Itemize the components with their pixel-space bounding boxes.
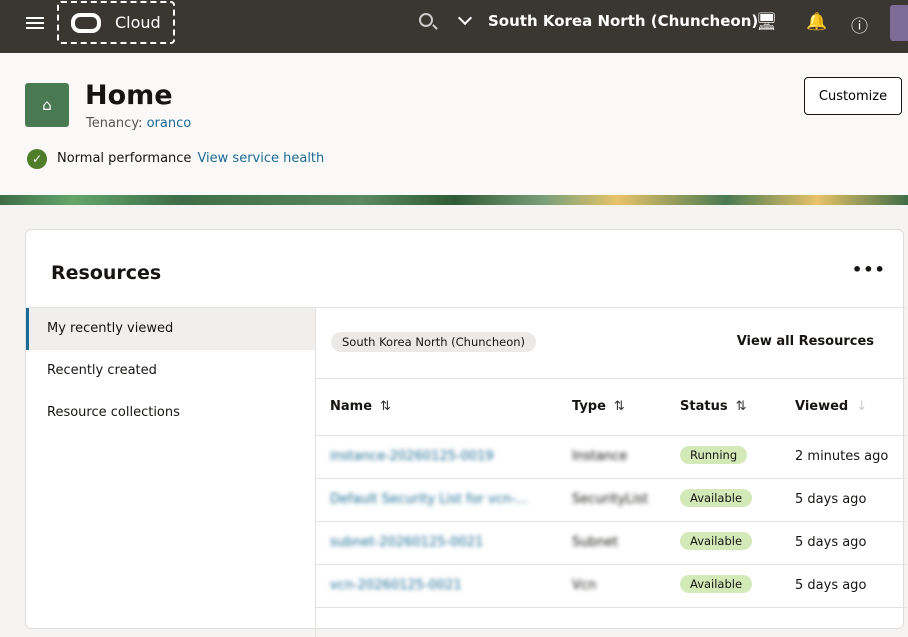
home-icon: ⌂ — [25, 83, 69, 127]
table-row: instance-20260125-0019 Instance Running … — [316, 436, 906, 479]
top-bar: Cloud South Korea North (Chuncheon) 🖥 🔔 … — [0, 0, 908, 53]
banner-decoration — [0, 195, 908, 205]
avatar[interactable] — [890, 5, 908, 41]
page-title: Home — [85, 80, 173, 111]
customize-button[interactable]: Customize — [804, 77, 902, 115]
sort-down-icon[interactable]: ↓ — [856, 399, 868, 414]
cloud-shell-icon[interactable]: 🖥 — [756, 12, 778, 32]
resources-nav: My recently viewed Recently created Reso… — [26, 307, 315, 434]
view-service-health-link[interactable]: View service health — [197, 151, 325, 166]
region-chip: South Korea North (Chuncheon) — [331, 332, 537, 352]
viewed-time: 5 days ago — [795, 492, 867, 507]
sort-icon[interactable]: ⇅ — [613, 399, 625, 414]
resource-type: SecurityList — [572, 492, 649, 507]
brand-label: Cloud — [115, 13, 161, 32]
search-icon[interactable] — [419, 13, 433, 27]
sort-icon[interactable]: ⇅ — [735, 399, 747, 414]
status-badge: Available — [680, 532, 753, 550]
resource-type: Instance — [572, 449, 628, 464]
tenancy-label: Tenancy: — [86, 116, 143, 131]
viewed-time: 2 minutes ago — [795, 449, 889, 464]
sort-icon[interactable]: ⇅ — [380, 399, 391, 414]
column-label: Name — [330, 399, 373, 414]
table-row: vcn-20260125-0021 Vcn Available 5 days a… — [316, 565, 906, 608]
tenancy-info: Tenancy: oranco — [86, 116, 191, 131]
column-label: Type — [572, 399, 606, 414]
resource-name-link[interactable]: vcn-20260125-0021 — [330, 578, 462, 593]
nav-resource-collections[interactable]: Resource collections — [47, 405, 180, 420]
resources-table-panel: South Korea North (Chuncheon) View all R… — [315, 307, 906, 637]
column-viewed[interactable]: Viewed ↓ — [795, 399, 867, 414]
resource-name-link[interactable]: subnet-20260125-0021 — [330, 535, 484, 550]
resource-name-link[interactable]: Default Security List for vcn-... — [330, 492, 529, 507]
chevron-down-icon[interactable] — [457, 10, 473, 26]
menu-icon[interactable] — [26, 15, 44, 31]
resource-name-link[interactable]: instance-20260125-0019 — [330, 449, 494, 464]
oracle-logo-icon — [71, 13, 101, 33]
viewed-time: 5 days ago — [795, 578, 867, 593]
resources-title: Resources — [51, 262, 162, 284]
status-badge: Running — [680, 446, 748, 464]
resources-card: Resources ••• My recently viewed Recentl… — [25, 229, 906, 637]
view-all-resources-link[interactable]: View all Resources — [736, 334, 874, 349]
page-header — [0, 53, 908, 195]
table-row: Default Security List for vcn-... Securi… — [316, 479, 906, 522]
column-label: Status — [680, 399, 728, 414]
nav-my-recently-viewed[interactable]: My recently viewed — [26, 308, 315, 350]
viewed-time: 5 days ago — [795, 535, 867, 550]
column-status[interactable]: Status ⇅ — [680, 399, 746, 414]
nav-recently-created[interactable]: Recently created — [47, 363, 157, 378]
resource-type: Vcn — [572, 578, 597, 593]
oracle-cloud-logo[interactable]: Cloud — [57, 1, 175, 44]
bell-icon[interactable]: 🔔 — [806, 12, 828, 32]
check-circle-icon: ✓ — [27, 149, 47, 169]
more-options-icon[interactable]: ••• — [852, 260, 886, 279]
help-icon[interactable]: ⓘ — [851, 17, 868, 37]
column-name[interactable]: Name ⇅ — [330, 399, 391, 414]
status-badge: Available — [680, 489, 753, 507]
status-text: Normal performance — [57, 151, 192, 166]
region-selector[interactable]: South Korea North (Chuncheon) — [488, 12, 759, 30]
tenancy-link[interactable]: oranco — [146, 116, 192, 131]
resource-type: Subnet — [572, 535, 619, 550]
table-header: Name ⇅ Type ⇅ Status ⇅ Viewed ↓ — [316, 378, 906, 436]
status-badge: Available — [680, 575, 753, 593]
column-type[interactable]: Type ⇅ — [572, 399, 625, 414]
service-status: Normal performance View service health — [57, 151, 324, 166]
column-label: Viewed — [795, 399, 849, 414]
table-row: subnet-20260125-0021 Subnet Available 5 … — [316, 522, 906, 565]
